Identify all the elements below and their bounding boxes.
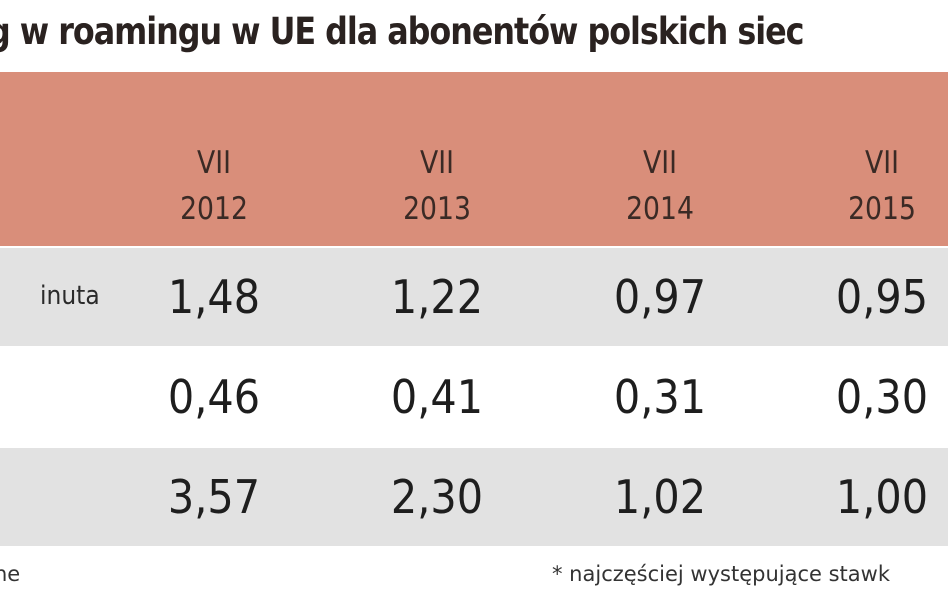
table-row: inuta 1,48 1,22 0,97 0,95 bbox=[0, 248, 948, 346]
column-header-month: VII bbox=[197, 145, 231, 181]
column-header-year: 2014 bbox=[626, 191, 694, 227]
table-cell: 1,22 bbox=[390, 270, 484, 324]
column-header-year: 2015 bbox=[848, 191, 916, 227]
title-bar: g w roamingu w UE dla abonentów polskich… bbox=[0, 0, 948, 72]
table-title: g w roamingu w UE dla abonentów polskich… bbox=[0, 10, 805, 53]
column-header-year: 2013 bbox=[403, 191, 471, 227]
column-header-year: 2012 bbox=[180, 191, 248, 227]
table-cell: 1,48 bbox=[167, 270, 261, 324]
table-cell: 0,97 bbox=[613, 270, 707, 324]
table-cell: 0,46 bbox=[167, 370, 261, 424]
footer-note: * najczęściej występujące stawk bbox=[552, 562, 890, 586]
table-cell: 1,00 bbox=[835, 470, 929, 524]
table-cell: 0,31 bbox=[613, 370, 707, 424]
table-cell: 1,02 bbox=[613, 470, 707, 524]
table-cell: 2,30 bbox=[390, 470, 484, 524]
footer-source: ne bbox=[0, 562, 21, 586]
column-header-2013: VII 2013 bbox=[368, 140, 506, 232]
table-cell: 0,95 bbox=[835, 270, 929, 324]
table-row: 3,57 2,30 1,02 1,00 bbox=[0, 448, 948, 546]
table-row: 0,46 0,41 0,31 0,30 bbox=[0, 348, 948, 446]
row-label: inuta bbox=[40, 281, 100, 311]
table-cell: 0,41 bbox=[390, 370, 484, 424]
column-header-2014: VII 2014 bbox=[591, 140, 729, 232]
column-header-2015: VII 2015 bbox=[813, 140, 948, 232]
table-cell: 3,57 bbox=[167, 470, 261, 524]
column-header-month: VII bbox=[865, 145, 899, 181]
column-header-month: VII bbox=[420, 145, 454, 181]
header-band bbox=[0, 72, 948, 246]
table-cell: 0,30 bbox=[835, 370, 929, 424]
column-header-2012: VII 2012 bbox=[145, 140, 283, 232]
column-header-month: VII bbox=[643, 145, 677, 181]
